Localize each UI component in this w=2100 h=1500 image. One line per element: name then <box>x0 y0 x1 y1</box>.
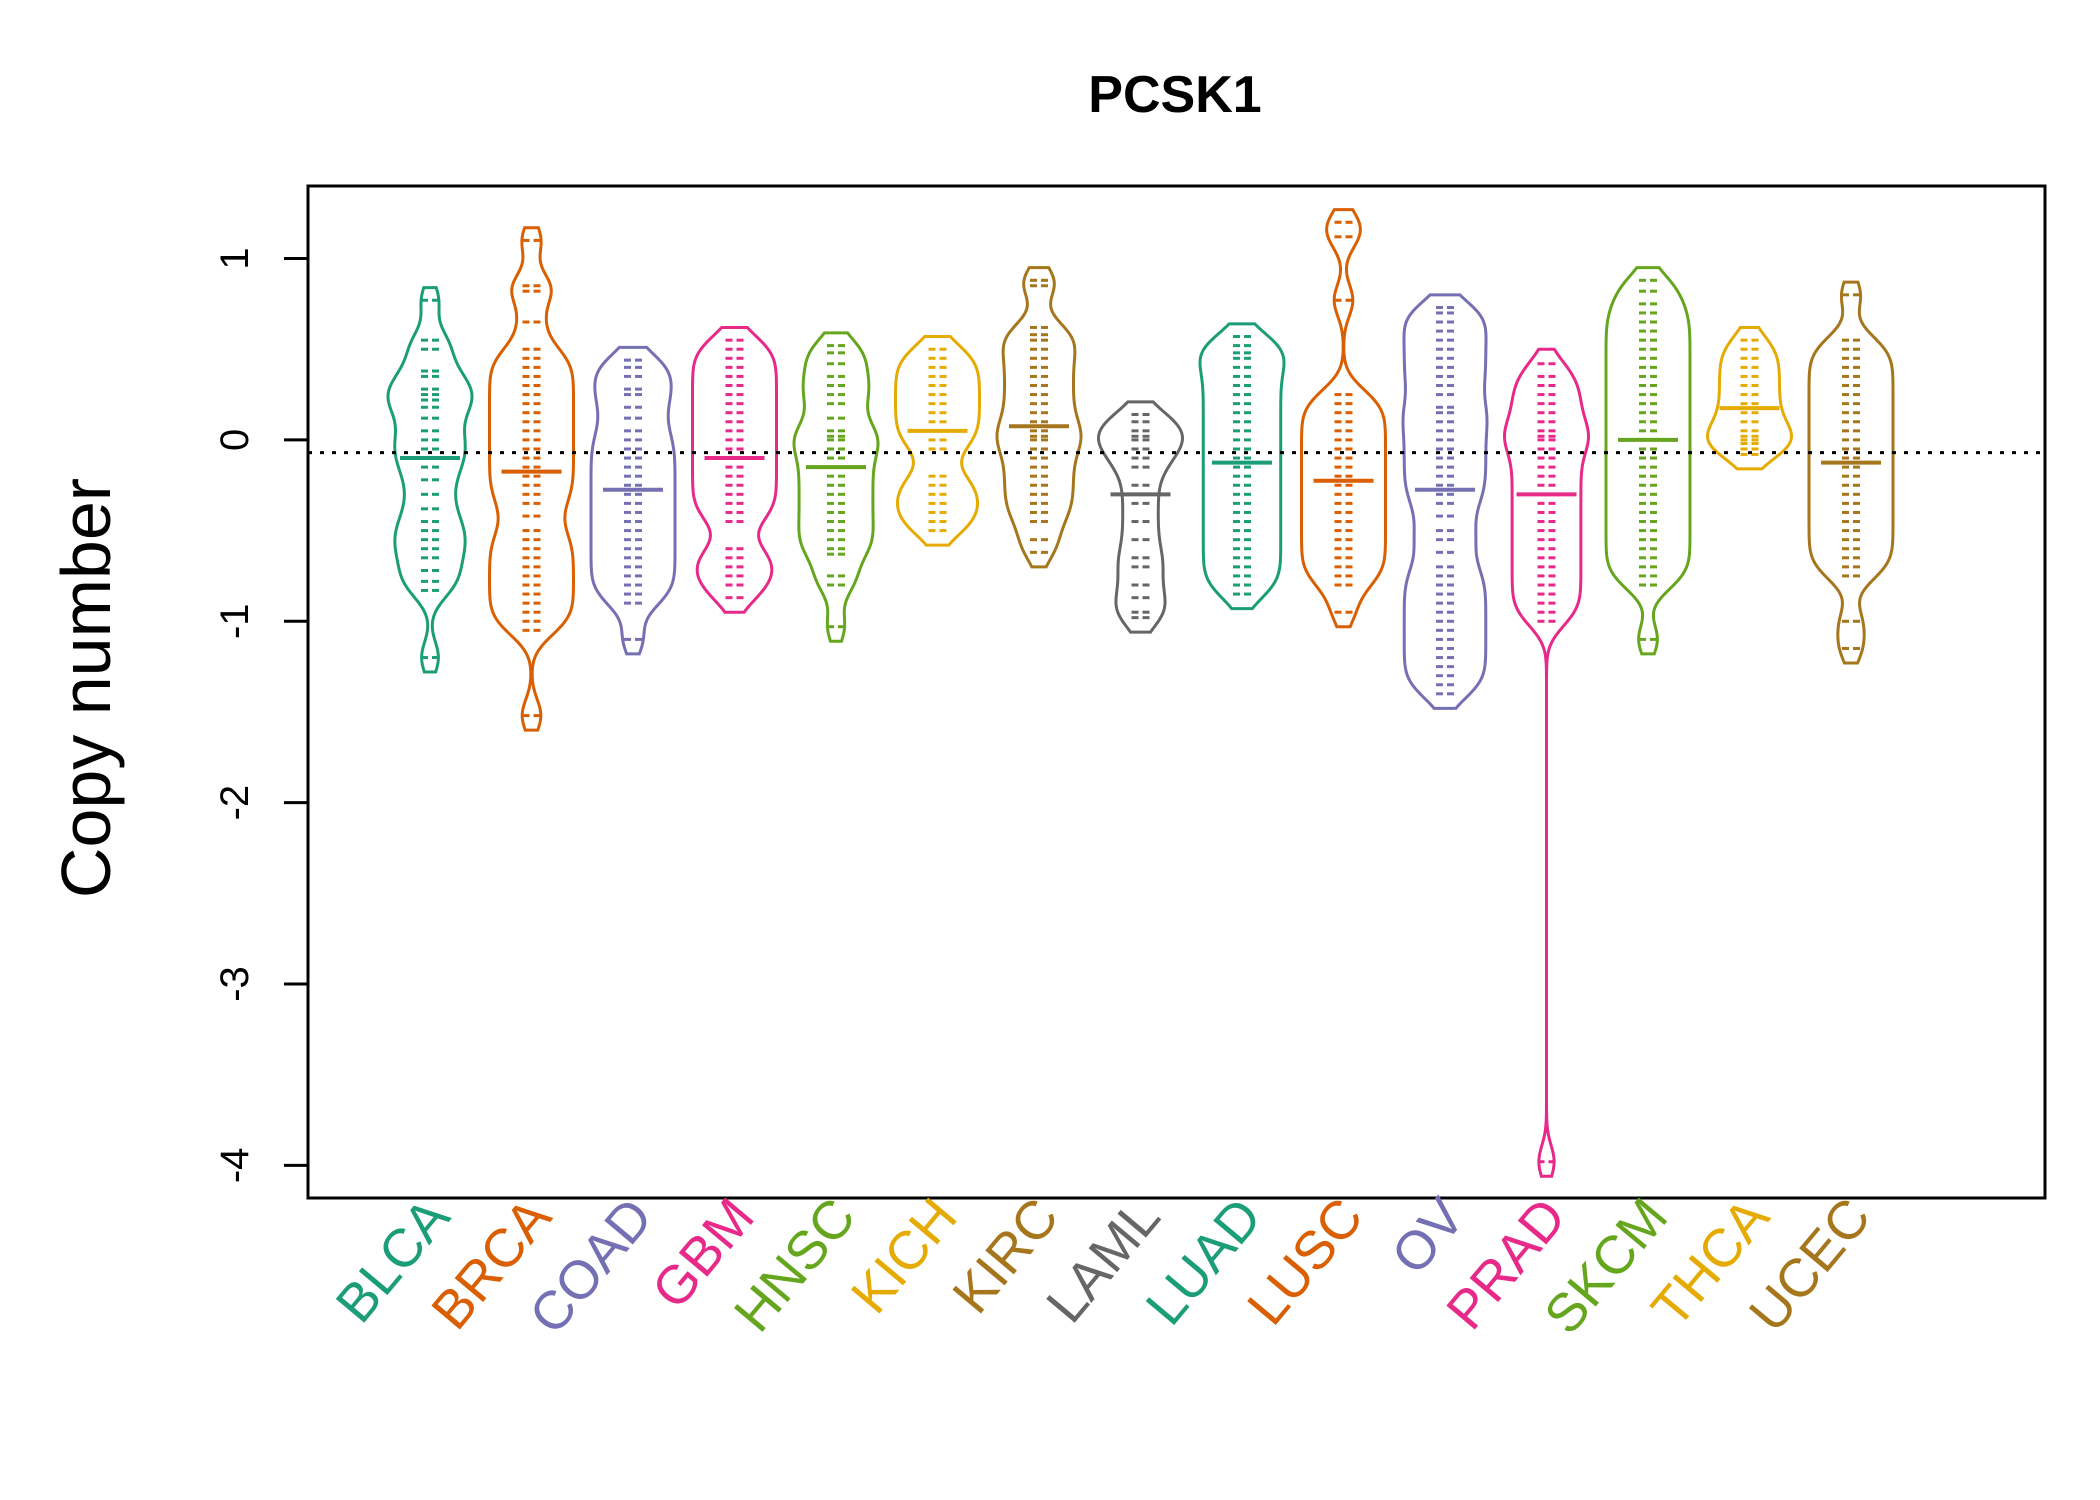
category-label-lusc: LUSC <box>1236 1187 1375 1336</box>
bean-thca <box>1705 325 1794 471</box>
bean-density-outline <box>792 331 880 643</box>
bean-density-outline <box>1604 266 1692 656</box>
bean-lusc <box>1300 208 1387 629</box>
y-tick-label: -2 <box>213 785 257 821</box>
bean-density-outline <box>1198 322 1286 611</box>
bean-density-outline <box>691 325 778 614</box>
plot-frame <box>306 184 2047 1200</box>
bean-skcm <box>1604 266 1692 656</box>
bean-brca <box>488 226 575 732</box>
bean-ucec <box>1807 280 1895 665</box>
bean-density-outline <box>1705 325 1794 471</box>
bean-prad <box>1502 347 1591 1178</box>
bean-ov <box>1401 293 1489 710</box>
y-tick-label: -4 <box>213 1148 257 1184</box>
y-tick-label: -1 <box>213 603 257 639</box>
bean-luad <box>1198 322 1286 611</box>
bean-coad <box>589 345 677 656</box>
y-axis-label: Copy number <box>47 478 125 898</box>
bean-kirc <box>995 266 1083 569</box>
y-tick-label: -3 <box>213 966 257 1002</box>
y-axis: 1 0 -1 -2 -3 -4 <box>213 247 310 1184</box>
chart-title: PCSK1 <box>1088 66 1261 124</box>
bean-density-outline <box>386 286 474 674</box>
bean-gbm <box>691 325 778 614</box>
bean-density-outline <box>488 226 575 732</box>
bean-density-outline <box>1096 400 1185 634</box>
bean-density-outline <box>1502 347 1591 1178</box>
category-label-luad: LUAD <box>1135 1187 1274 1336</box>
bean-blca <box>386 286 474 674</box>
bean-kich <box>893 335 982 547</box>
bean-laml <box>1096 400 1185 634</box>
bean-density-outline <box>1401 293 1489 710</box>
bean-density-outline <box>1300 208 1387 629</box>
bean-density-outline <box>893 335 982 547</box>
bean-density-outline <box>1807 280 1895 665</box>
y-tick-label: 1 <box>213 247 257 269</box>
category-label-kich: KICH <box>840 1187 969 1324</box>
bean-hnsc <box>792 331 880 643</box>
y-tick-label: 0 <box>213 429 257 451</box>
bean-density-outline <box>589 345 677 656</box>
bean-density-outline <box>995 266 1083 569</box>
beans-layer <box>386 208 1895 1178</box>
